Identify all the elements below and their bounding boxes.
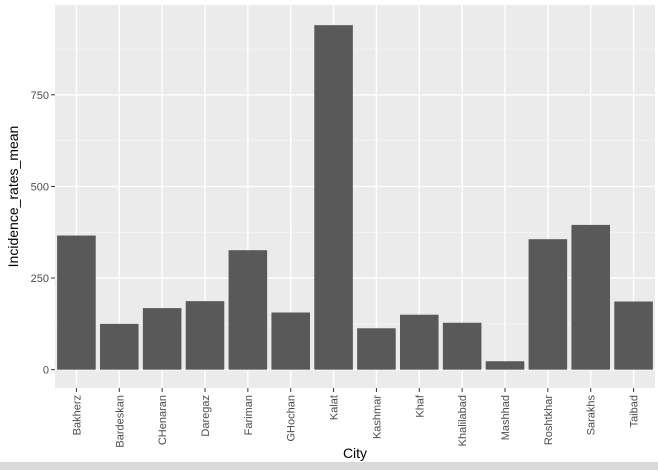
- bar-mashhad: [485, 361, 525, 370]
- x-tick-label: Mashhad: [500, 395, 512, 440]
- bar-khalilabad: [442, 322, 482, 370]
- y-tick-label: 750: [31, 90, 49, 102]
- x-axis-title: City: [343, 445, 367, 461]
- y-tick-label: 500: [31, 181, 49, 193]
- bar-chenaran: [142, 308, 182, 370]
- bar-sarakhs: [571, 224, 610, 370]
- bar-ghochan: [271, 312, 310, 370]
- x-tick-label: Sarakhs: [586, 395, 598, 436]
- bar-roshtkhar: [528, 239, 568, 370]
- bar-kashmar: [357, 328, 396, 370]
- bars-group: [57, 25, 653, 370]
- x-tick-label: Bakherz: [71, 395, 83, 435]
- x-tick-label: GHochan: [286, 395, 298, 441]
- bar-bardeskan: [100, 323, 139, 370]
- x-axis: Bakherz Bardeskan CHenaran Daregaz Fariman GH…: [71, 388, 641, 448]
- y-axis-title: Incidence_rates_mean: [5, 126, 21, 268]
- bar-daregaz: [185, 301, 225, 370]
- bar-bakherz: [57, 235, 96, 370]
- bar-fariman: [228, 250, 268, 370]
- y-axis: 0 250 500 750: [31, 90, 55, 377]
- x-tick-label: Daregaz: [200, 395, 212, 437]
- x-tick-label: Fariman: [243, 395, 255, 435]
- x-tick-label: Khalilabad: [457, 395, 469, 446]
- bar-kalat: [314, 25, 353, 370]
- x-tick-label: Kalat: [329, 395, 341, 420]
- bar-taibad: [614, 301, 653, 370]
- bar-khaf: [400, 314, 439, 370]
- x-tick-label: Kashmar: [371, 395, 383, 439]
- y-tick-label: 0: [43, 365, 49, 377]
- x-tick-label: Khaf: [414, 394, 426, 418]
- y-tick-label: 250: [31, 273, 49, 285]
- x-tick-label: Roshtkhar: [543, 395, 555, 445]
- x-tick-label: Taibad: [629, 395, 641, 427]
- window-bottom-edge: [0, 462, 658, 470]
- x-tick-label: Bardeskan: [114, 395, 126, 448]
- x-tick-label: CHenaran: [157, 395, 169, 445]
